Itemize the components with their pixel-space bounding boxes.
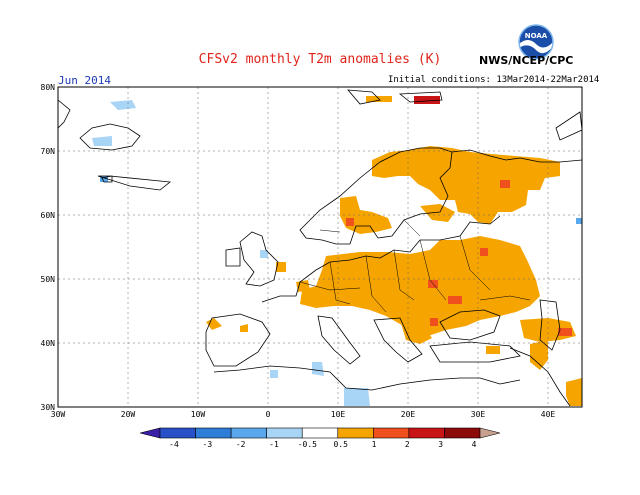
anomaly-cool-spot: [270, 370, 278, 378]
anomaly-mid-spot: [480, 248, 488, 256]
anomaly-dark-spot: [414, 96, 440, 104]
colorbar: -4 -3 -2 -1 -0.5 0.5 1 2 3 4: [139, 427, 501, 449]
latitude-label: 80N: [41, 83, 56, 92]
colorbar-label: -4: [169, 440, 179, 449]
colorbar-segment: [408, 427, 445, 439]
longitude-label: 20E: [401, 410, 416, 419]
anomaly-cool-iceland: [92, 100, 136, 146]
colorbar-segment: [159, 427, 196, 439]
latitude-label: 40N: [41, 339, 56, 348]
anomaly-warm-north-russia: [372, 146, 560, 224]
colorbar-label: -0.5: [298, 440, 317, 449]
anomaly-warm-turkey: [486, 346, 500, 354]
anomaly-mid-spot: [346, 218, 354, 226]
map-frame: [57, 86, 583, 408]
latitude-labels: 80N 70N 60N 50N 40N 30N: [41, 83, 56, 412]
colorbar-segment: [230, 427, 267, 439]
anomaly-cool-spot: [100, 176, 108, 182]
svg-text:NOAA: NOAA: [525, 32, 548, 40]
anomaly-warm-iberia: [206, 318, 248, 332]
latitude-label: 30N: [41, 403, 56, 412]
month-label: Jun 2014: [58, 74, 111, 87]
colorbar-label: -2: [236, 440, 246, 449]
anomaly-warm-gb: [276, 262, 286, 272]
longitude-labels: 30W 20W 10W 0 10E 20E 30E 40E: [51, 410, 556, 419]
anomaly-cells: [92, 96, 582, 406]
longitude-label: 20W: [121, 410, 136, 419]
colorbar-label: 2: [405, 440, 410, 449]
longitude-label: 10E: [331, 410, 346, 419]
agency-label: NWS/NCEP/CPC: [479, 54, 574, 67]
anomaly-warm-france: [296, 280, 310, 292]
coastlines: [57, 89, 583, 407]
latitude-label: 50N: [41, 275, 56, 284]
anomaly-warm-arabia: [566, 378, 582, 406]
anomaly-mid-spot: [500, 180, 510, 188]
colorbar-segment: [195, 427, 232, 439]
colorbar-label: 0.5: [333, 440, 348, 449]
anomaly-cool-spot: [260, 250, 268, 258]
noaa-logo: NOAA: [518, 24, 554, 60]
initial-conditions-label: Initial conditions: 13Mar2014-22Mar2014: [388, 75, 600, 85]
anomaly-cool-libya: [344, 388, 370, 406]
anomaly-cool-italy: [312, 362, 324, 376]
map-title: CFSv2 monthly T2m anomalies (K): [198, 52, 442, 67]
longitude-label: 10W: [191, 410, 206, 419]
colorbar-label: -3: [203, 440, 213, 449]
colorbar-segment: [444, 427, 481, 439]
colorbar-segment: [337, 427, 374, 439]
colorbar-arrow-left: [139, 427, 161, 439]
anomaly-mid-spot: [558, 328, 572, 336]
anomaly-warm-europe: [300, 236, 540, 336]
latitude-label: 60N: [41, 211, 56, 220]
longitude-label: 30W: [51, 410, 66, 419]
longitude-label: 0: [266, 410, 271, 419]
latitude-label: 70N: [41, 147, 56, 156]
anomaly-mid-spot: [448, 296, 462, 304]
anomaly-cool-spot: [576, 218, 582, 224]
anomaly-mid-spot: [430, 318, 438, 326]
gridlines: [58, 87, 582, 407]
colorbar-segment: [373, 427, 410, 439]
colorbar-label: 4: [472, 440, 477, 449]
colorbar-arrow-right: [479, 427, 501, 439]
anomaly-warm-middle-east: [530, 340, 548, 370]
colorbar-label: 1: [372, 440, 377, 449]
colorbar-label: -1: [269, 440, 279, 449]
colorbar-segment: [266, 427, 303, 439]
longitude-label: 40E: [541, 410, 556, 419]
anomaly-warm-finland: [420, 204, 455, 222]
colorbar-label: 3: [438, 440, 443, 449]
colorbar-segment: [301, 427, 339, 439]
longitude-label: 30E: [471, 410, 486, 419]
